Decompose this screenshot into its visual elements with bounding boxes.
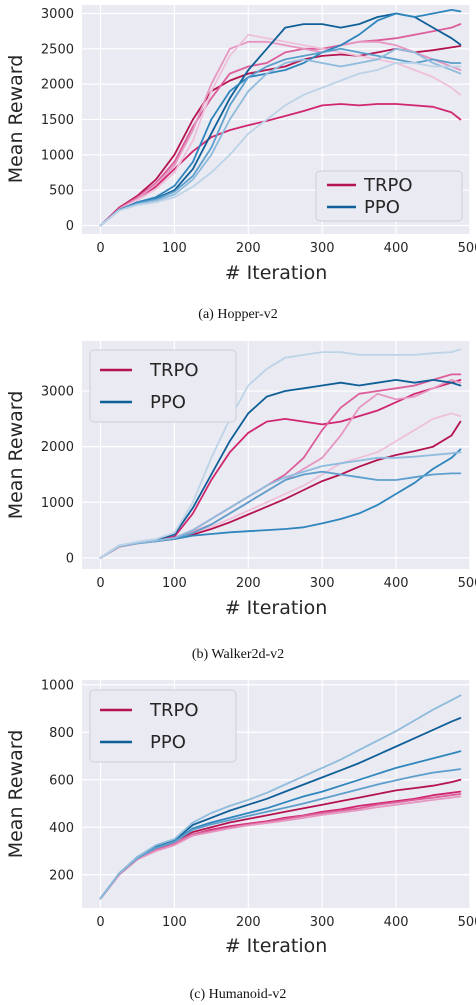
x-tick-label: 500 xyxy=(458,241,476,256)
x-axis-label: # Iteration xyxy=(225,935,328,957)
series-line-ppo xyxy=(99,348,462,559)
x-tick-label: 300 xyxy=(310,241,335,256)
legend-label-ppo: PPO xyxy=(364,197,400,218)
series-line-ppo xyxy=(99,717,462,900)
chart-walker2d: 0 100 200 300 400 500 0 1000 2000 3000 # Iterati… xyxy=(5,341,476,662)
caption-c: (c) Humanoid-v2 xyxy=(190,987,287,1002)
x-tick-label: 300 xyxy=(310,915,335,930)
y-tick-label: 400 xyxy=(49,821,74,836)
legend: TRPO PPO xyxy=(89,349,237,423)
series-line-ppo xyxy=(99,451,462,559)
series-line-trpo xyxy=(99,793,462,900)
y-tick-label: 0 xyxy=(66,551,74,566)
x-tick-label: 200 xyxy=(236,915,261,930)
y-tick-label: 0 xyxy=(66,219,74,234)
legend-label-ppo: PPO xyxy=(150,392,186,413)
caption-a: (a) Hopper-v2 xyxy=(198,307,277,322)
caption-b: (b) Walker2d-v2 xyxy=(192,647,284,662)
series-line-ppo xyxy=(99,47,462,227)
x-axis-label: # Iteration xyxy=(225,262,328,284)
x-tick-label: 200 xyxy=(236,241,261,256)
y-tick-label: 1500 xyxy=(41,113,74,128)
legend-label-trpo: TRPO xyxy=(149,360,199,381)
series-line-ppo xyxy=(99,694,462,900)
series-line-trpo xyxy=(99,40,462,227)
series-line-trpo xyxy=(99,103,462,227)
x-tick-label: 0 xyxy=(96,241,104,256)
series-line-ppo xyxy=(99,8,462,227)
y-tick-label: 3000 xyxy=(41,385,74,400)
y-tick-label: 200 xyxy=(49,868,74,883)
y-tick-label: 2000 xyxy=(41,78,74,93)
x-tick-label: 100 xyxy=(162,576,187,591)
legend-box xyxy=(89,689,237,763)
legend-box xyxy=(89,349,237,423)
y-tick-label: 1000 xyxy=(41,496,74,511)
series-line-ppo xyxy=(99,47,462,227)
x-tick-label: 100 xyxy=(162,241,187,256)
y-tick-label: 2000 xyxy=(41,440,74,455)
x-tick-label: 0 xyxy=(96,576,104,591)
y-axis-label: Mean Reward xyxy=(5,391,27,520)
x-tick-label: 400 xyxy=(384,576,409,591)
x-tick-label: 100 xyxy=(162,915,187,930)
x-axis-label: # Iteration xyxy=(225,597,328,619)
y-tick-label: 800 xyxy=(49,726,74,741)
series-line-trpo xyxy=(99,23,462,227)
series-line-ppo xyxy=(99,62,462,227)
chart-humanoid: 0 100 200 300 400 500 200 400 600 800 1000 # Iter… xyxy=(5,678,476,1002)
x-tick-label: 500 xyxy=(458,576,476,591)
legend: TRPO PPO xyxy=(315,170,463,222)
y-axis-label: Mean Reward xyxy=(5,55,27,184)
series-line-ppo xyxy=(99,768,462,900)
x-tick-label: 500 xyxy=(458,915,476,930)
x-tick-label: 0 xyxy=(96,915,104,930)
y-tick-label: 2500 xyxy=(41,42,74,57)
y-tick-label: 1000 xyxy=(41,148,74,163)
legend-label-trpo: TRPO xyxy=(363,175,413,196)
x-tick-label: 400 xyxy=(384,241,409,256)
legend-label-trpo: TRPO xyxy=(149,700,199,721)
legend-label-ppo: PPO xyxy=(150,732,186,753)
series-line-trpo xyxy=(99,33,462,227)
legend-box xyxy=(315,170,463,222)
y-tick-label: 600 xyxy=(49,773,74,788)
y-axis-label: Mean Reward xyxy=(5,730,27,859)
x-tick-label: 300 xyxy=(310,576,335,591)
x-tick-label: 400 xyxy=(384,915,409,930)
legend: TRPO PPO xyxy=(89,689,237,763)
y-tick-label: 1000 xyxy=(41,678,74,693)
chart-hopper: 0 100 200 300 400 500 0 500 1000 1500 2000 2500 300… xyxy=(5,5,476,322)
x-tick-label: 200 xyxy=(236,576,261,591)
y-tick-label: 3000 xyxy=(41,7,74,22)
y-tick-label: 500 xyxy=(49,184,74,199)
series-line-trpo xyxy=(99,795,462,900)
